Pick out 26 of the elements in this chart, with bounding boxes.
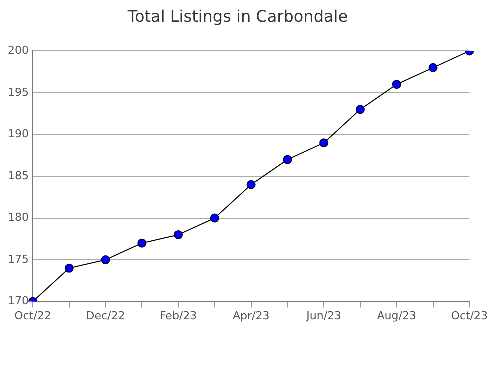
- point: [174, 230, 184, 240]
- y-tick-label: 190: [8, 128, 29, 141]
- point: [210, 214, 220, 223]
- y-tick-label: 180: [8, 211, 29, 224]
- point: [64, 264, 74, 273]
- point: [138, 238, 147, 248]
- chart-title: Total Listings in Carbondale: [126, 6, 348, 26]
- x-tick-label: Jun/23: [306, 309, 342, 322]
- point: [283, 155, 292, 164]
- x-tick-label: Aug/23: [377, 309, 416, 322]
- y-tick-label: 185: [8, 169, 29, 182]
- x-tick-label: Dec/22: [86, 309, 126, 322]
- y-tick-label: 195: [8, 86, 29, 99]
- point: [101, 256, 110, 265]
- x-tick-label: Oct/23: [451, 309, 488, 322]
- point: [320, 138, 329, 148]
- x-tick-label: Feb/23: [160, 309, 198, 322]
- point: [246, 180, 256, 190]
- y-tick-label: 175: [8, 252, 29, 266]
- x-tick-label: Apr/23: [232, 309, 270, 322]
- point: [428, 63, 438, 72]
- point: [392, 80, 402, 90]
- x-tick-label: Oct/22: [14, 309, 52, 322]
- y-tick-label: 200: [8, 44, 29, 58]
- y-tick-label: 170: [8, 294, 29, 308]
- point: [356, 105, 365, 114]
